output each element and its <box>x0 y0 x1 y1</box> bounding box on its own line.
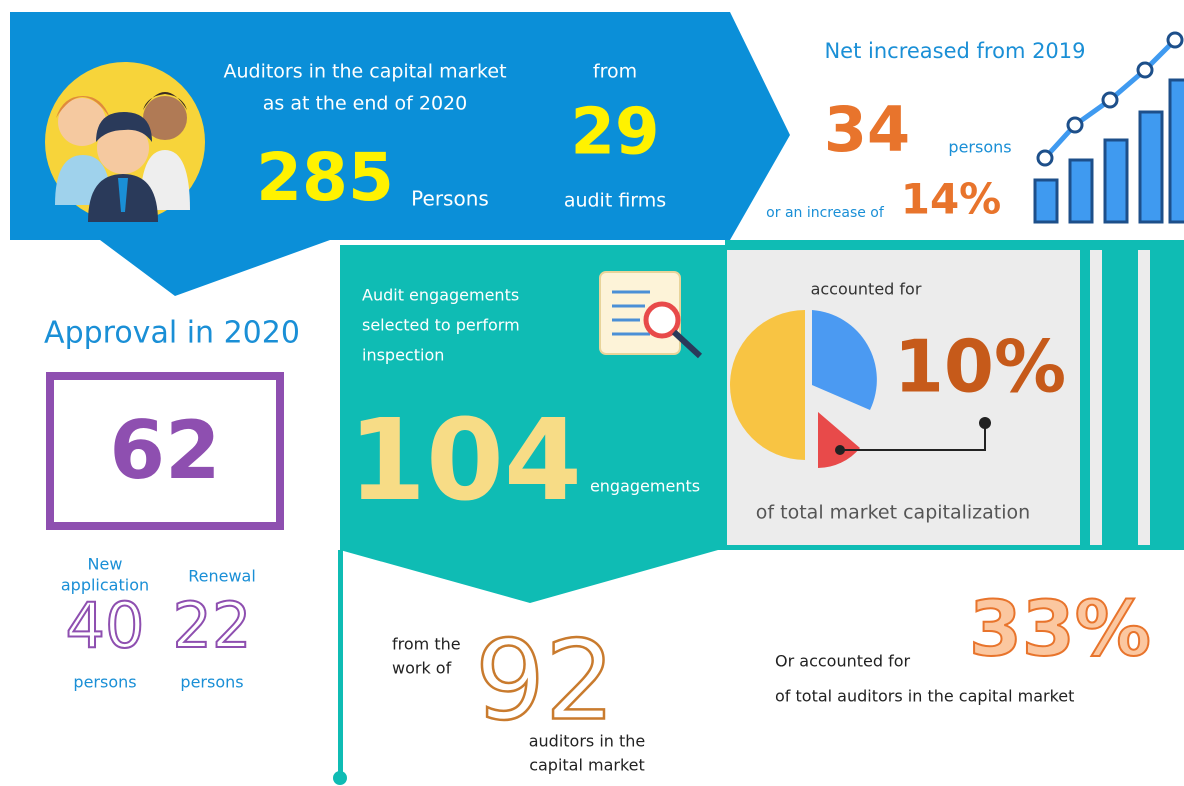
engagement-title: Audit engagements <box>362 286 519 305</box>
cap-prefix: accounted for <box>811 280 922 299</box>
auditors-icon <box>45 62 205 222</box>
increase-count: 34 <box>824 93 910 166</box>
share-prefix: Or accounted for <box>775 652 911 671</box>
page: Auditors in the capital market as at the… <box>0 0 1184 786</box>
work-prefix: work of <box>392 659 452 678</box>
firms-unit: audit firms <box>564 190 666 212</box>
engagement-unit: engagements <box>590 477 700 496</box>
teal-dot <box>333 771 347 785</box>
cap-suffix: of total market capitalization <box>756 502 1030 524</box>
infographic: Auditors in the capital market as at the… <box>0 0 1184 786</box>
approval-title: Approval in 2020 <box>44 316 300 351</box>
share-suffix: of total auditors in the capital market <box>775 687 1074 706</box>
firms-prefix: from <box>593 61 637 83</box>
new-count: 40 <box>66 589 145 662</box>
work-count: 92 <box>475 616 615 744</box>
engagement-count: 104 <box>348 396 582 526</box>
renewal-label: Renewal <box>188 567 256 586</box>
increase-unit: persons <box>948 138 1011 157</box>
increase-percent: 14% <box>901 175 1002 224</box>
auditors-unit: Persons <box>411 187 489 211</box>
renewal-count: 22 <box>173 589 252 662</box>
renewal-unit: persons <box>180 673 243 692</box>
auditors-count: 285 <box>256 139 394 216</box>
engagement-title: selected to perform <box>362 316 520 335</box>
new-label: New <box>88 555 123 574</box>
approval-total: 62 <box>109 404 220 497</box>
grey-strip <box>1090 250 1102 545</box>
engagement-title: inspection <box>362 346 444 365</box>
cap-percent: 10% <box>894 325 1066 409</box>
work-prefix: from the <box>392 635 461 654</box>
auditors-title: as at the end of 2020 <box>263 93 467 115</box>
new-unit: persons <box>73 673 136 692</box>
increase-title: Net increased from 2019 <box>824 39 1085 63</box>
work-suffix: capital market <box>529 756 645 775</box>
work-suffix: auditors in the <box>529 732 646 751</box>
increase-prefix: or an increase of <box>766 205 885 221</box>
auditors-title: Auditors in the capital market <box>223 61 506 83</box>
firms-count: 29 <box>570 96 659 170</box>
grey-strip <box>1138 250 1150 545</box>
share-percent: 33% <box>969 584 1151 673</box>
teal-line <box>338 550 343 775</box>
